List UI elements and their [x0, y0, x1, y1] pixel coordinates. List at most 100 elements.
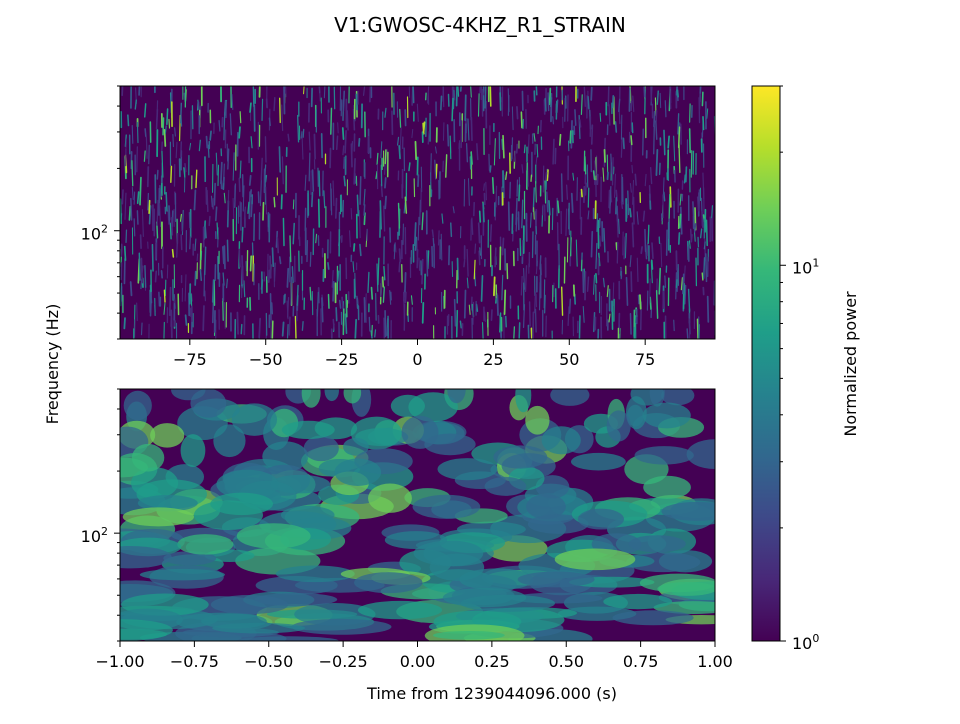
x-tick-label: 0.75	[623, 652, 659, 671]
heatmap-cell	[699, 325, 700, 344]
heatmap-cell	[600, 113, 601, 121]
heatmap-cell	[277, 238, 278, 253]
heatmap-cell	[528, 135, 529, 153]
heatmap-cell	[309, 132, 310, 150]
heatmap-cell	[485, 81, 486, 108]
heatmap-cell	[605, 150, 606, 162]
heatmap-cell	[611, 154, 612, 173]
heatmap-cell	[291, 619, 391, 635]
heatmap-cell	[181, 434, 206, 467]
heatmap-cell	[392, 111, 393, 134]
heatmap-cell	[340, 301, 341, 309]
heatmap-cell	[370, 79, 371, 101]
heatmap-cell	[424, 434, 475, 456]
heatmap-cell	[553, 117, 554, 124]
heatmap-cell	[190, 237, 191, 249]
heatmap-cell	[558, 201, 559, 212]
heatmap-cell	[536, 86, 537, 95]
heatmap-cell	[441, 96, 442, 109]
heatmap-cell	[540, 283, 541, 310]
heatmap-cell	[333, 282, 334, 301]
heatmap-cell	[668, 136, 669, 147]
heatmap-cell	[135, 100, 136, 109]
bottom-y-axis: 102	[81, 389, 120, 641]
heatmap-cell	[676, 280, 677, 287]
heatmap-cell	[525, 406, 549, 435]
heatmap-cell	[309, 153, 310, 181]
heatmap-cell	[438, 231, 439, 245]
heatmap-cell	[285, 78, 286, 97]
heatmap-cell	[287, 269, 288, 287]
heatmap-cell	[164, 290, 165, 302]
heatmap-cell	[121, 199, 122, 223]
heatmap-cell	[482, 276, 483, 301]
heatmap-cell	[181, 103, 182, 123]
heatmap-cell	[612, 610, 693, 625]
heatmap-cell	[216, 207, 217, 220]
heatmap-cell	[405, 273, 406, 292]
heatmap-cell	[137, 123, 138, 143]
heatmap-cell	[475, 244, 476, 253]
heatmap-cell	[282, 157, 283, 184]
heatmap-cell	[580, 120, 581, 127]
x-axis-label: Time from 1239044096.000 (s)	[366, 684, 617, 703]
heatmap-cell	[428, 132, 429, 144]
heatmap-cell	[400, 249, 401, 261]
heatmap-cell	[700, 94, 701, 109]
heatmap-cell	[594, 171, 595, 179]
heatmap-cell	[493, 178, 494, 193]
heatmap-cell	[194, 190, 195, 209]
heatmap-cell	[493, 445, 547, 468]
heatmap-cell	[512, 138, 513, 159]
heatmap-cell	[145, 266, 146, 288]
heatmap-cell	[490, 166, 491, 172]
heatmap-cell	[491, 225, 492, 241]
heatmap-cell	[245, 207, 246, 219]
heatmap-cell	[197, 254, 198, 261]
x-tick-label: 0.00	[400, 652, 436, 671]
heatmap-cell	[290, 236, 291, 262]
heatmap-cell	[177, 534, 233, 555]
heatmap-cell	[291, 277, 292, 305]
y-axis-label: Frequency (Hz)	[43, 304, 62, 425]
heatmap-cell	[157, 171, 158, 179]
heatmap-cell	[570, 299, 571, 313]
heatmap-cell	[163, 118, 164, 135]
heatmap-cell	[134, 219, 135, 236]
heatmap-cell	[464, 261, 465, 267]
heatmap-cell	[343, 91, 344, 111]
heatmap-cell	[641, 247, 642, 253]
heatmap-cell	[643, 211, 644, 221]
heatmap-cell	[522, 241, 523, 257]
heatmap-cell	[597, 214, 598, 232]
heatmap-cell	[465, 95, 466, 120]
heatmap-cell	[399, 262, 400, 272]
heatmap-cell	[366, 300, 367, 322]
heatmap-cell	[581, 190, 582, 197]
heatmap-cell	[148, 194, 149, 210]
heatmap-cell	[497, 295, 498, 315]
heatmap-cell	[640, 574, 717, 593]
heatmap-cell	[167, 109, 168, 124]
heatmap-cell	[537, 145, 538, 157]
heatmap-cell	[661, 502, 732, 521]
heatmap-cell	[405, 197, 406, 213]
heatmap-cell	[224, 246, 225, 268]
heatmap-cell	[459, 141, 460, 149]
heatmap-cell	[150, 423, 184, 447]
heatmap-cell	[471, 152, 472, 164]
heatmap-cell	[665, 276, 666, 287]
heatmap-cell	[344, 382, 362, 403]
heatmap-cell	[385, 196, 386, 208]
heatmap-cell	[596, 274, 597, 283]
y-tick-label: 102	[81, 525, 108, 546]
heatmap-cell	[272, 321, 273, 340]
heatmap-cell	[433, 631, 505, 640]
heatmap-cell	[583, 269, 584, 292]
heatmap-cell	[200, 270, 201, 281]
heatmap-cell	[232, 403, 277, 435]
heatmap-cell	[343, 128, 344, 139]
